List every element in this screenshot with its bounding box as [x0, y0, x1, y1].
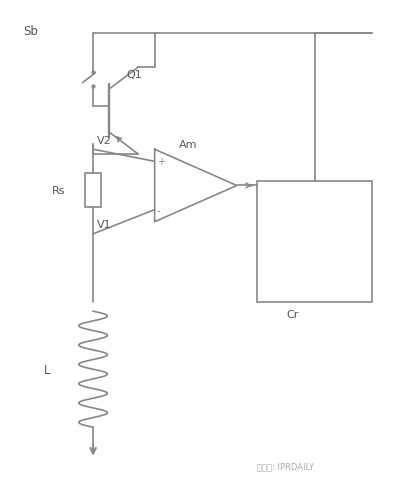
Text: Rs: Rs [52, 186, 66, 196]
Text: 微信号: IPRDAILY: 微信号: IPRDAILY [257, 462, 314, 470]
Text: -: - [157, 205, 160, 215]
Text: V2: V2 [97, 135, 112, 145]
Text: L: L [44, 363, 50, 376]
Text: V1: V1 [97, 220, 112, 230]
Text: Sb: Sb [23, 25, 38, 38]
Text: Cr: Cr [286, 309, 298, 319]
Text: +: + [157, 157, 165, 167]
Bar [85, 174, 101, 208]
Text: Q1: Q1 [126, 70, 142, 80]
Text: Am: Am [179, 140, 198, 150]
Bar [257, 181, 372, 302]
